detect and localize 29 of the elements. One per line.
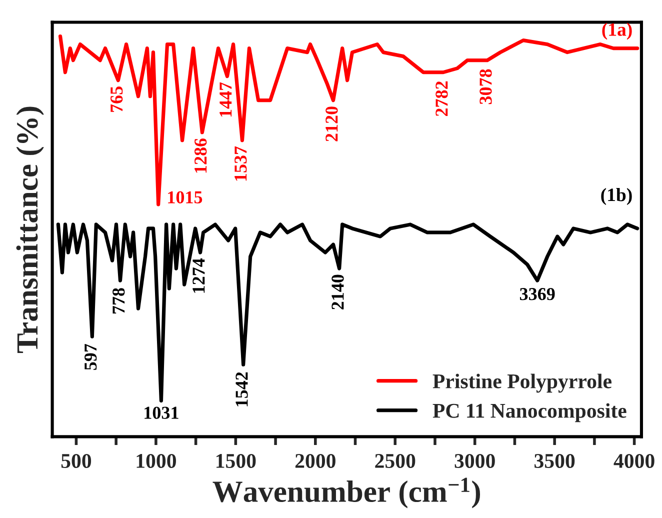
annotation: 1447 (220, 82, 232, 117)
x-tick-label: 2000 (295, 454, 336, 468)
annotation: 597 (84, 344, 97, 370)
x-tick-label: 4000 (614, 454, 654, 468)
annotation: 1031 (144, 406, 178, 419)
annotation: 3078 (480, 69, 492, 104)
x-tick-label: 3000 (454, 454, 495, 468)
annotation: 1274 (192, 258, 205, 293)
annotation: 778 (112, 288, 125, 314)
annotation: 1537 (234, 146, 247, 181)
legend-label: PC 11 Nanocomposite (432, 403, 626, 422)
annotation: 765 (110, 86, 123, 112)
annotation: 1286 (194, 138, 207, 173)
x-tick-label: 2500 (375, 454, 416, 468)
y-axis-title: Transmittance (%) (16, 106, 44, 354)
annotation: 1542 (236, 372, 248, 406)
annotation: 1015 (168, 191, 202, 204)
annotation: 2782 (436, 81, 448, 116)
annotation: 2120 (326, 106, 338, 142)
x-tick-label: 3500 (534, 454, 575, 468)
x-tick-label: 500 (61, 454, 92, 468)
annotation: 2140 (332, 274, 344, 310)
annotation: (1a) (602, 22, 632, 40)
x-axis-title: Wavenumber (cm$^{−1}$) (212, 478, 480, 508)
legend-label: Pristine Polypyrrole (432, 374, 612, 393)
annotation: (1b) (601, 188, 632, 206)
x-tick-label: 1500 (216, 454, 256, 468)
annotation: 3369 (520, 288, 555, 300)
x-tick-label: 1000 (136, 454, 176, 468)
